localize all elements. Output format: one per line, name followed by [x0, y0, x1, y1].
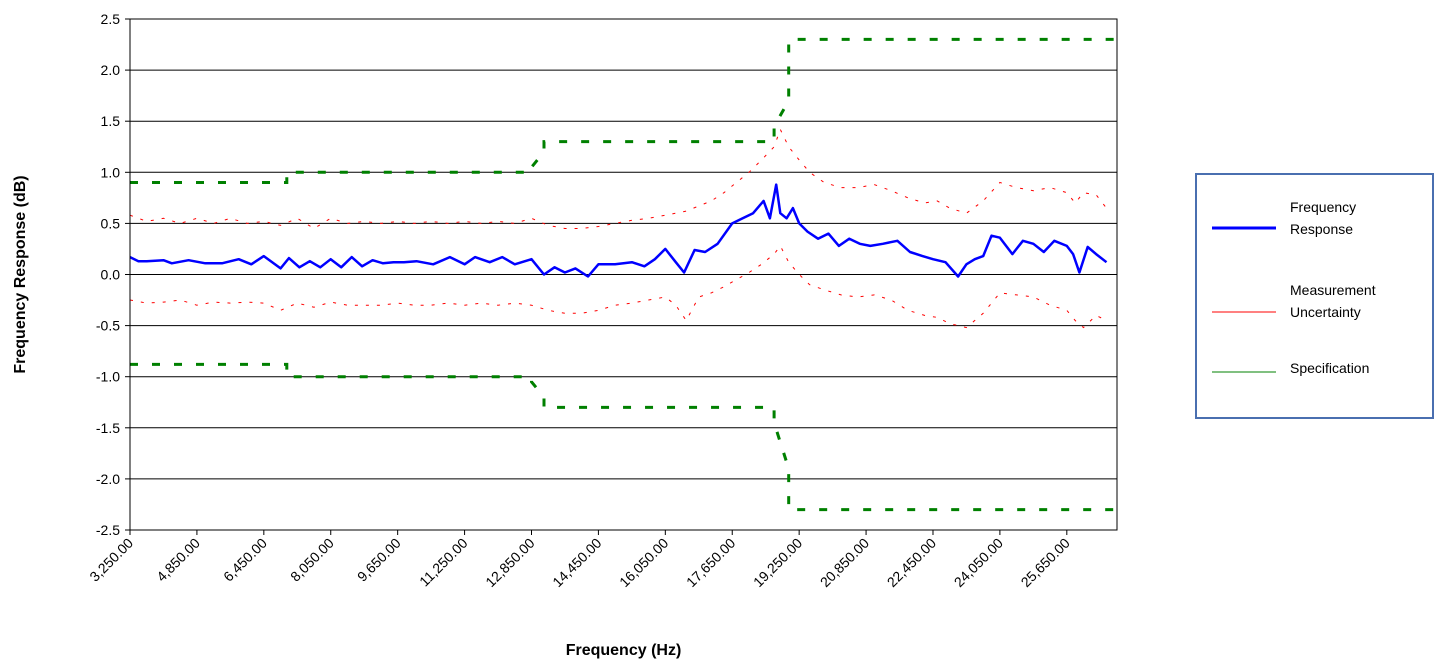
y-tick-label: 2.5 [101, 11, 121, 27]
x-tick-label: 25,650.00 [1018, 535, 1074, 591]
x-tick-label: 14,450.00 [549, 535, 605, 591]
y-tick-label: -2.5 [96, 522, 120, 538]
y-tick-label: -2.0 [96, 471, 120, 487]
x-axis-title: Frequency (Hz) [566, 642, 682, 659]
y-tick-label: 0.0 [101, 267, 121, 283]
x-tick-label: 8,050.00 [287, 535, 337, 585]
series-layer [129, 37, 1117, 512]
legend-label-measurement-uncertainty: Measurement [1290, 282, 1376, 298]
x-axis-ticks: 3,250.00 4,850.00 6,450.00 8,050.00 9,650.00… [86, 530, 1073, 590]
y-tick-label: 1.5 [101, 113, 121, 129]
x-tick-label: 20,850.00 [817, 535, 873, 591]
grid-lines [130, 18, 1117, 531]
plot-frame [129, 18, 1118, 531]
legend: Frequency Response Measurement Uncertain… [1195, 173, 1434, 419]
y-axis-title: Frequency Response (dB) [12, 175, 29, 373]
y-tick-label: 0.5 [101, 215, 121, 231]
x-tick-label: 9,650.00 [354, 535, 404, 585]
frequency-response-line [129, 183, 1108, 278]
x-tick-label: 17,650.00 [683, 535, 739, 591]
x-tick-label: 19,250.00 [750, 535, 806, 591]
x-tick-label: 16,050.00 [616, 535, 672, 591]
x-tick-label: 4,850.00 [153, 535, 203, 585]
x-tick-label: 24,050.00 [951, 535, 1007, 591]
x-tick-label: 6,450.00 [220, 535, 270, 585]
y-axis-ticks: 2.5 2.0 1.5 1.0 0.5 0.0 -0.5 -1.0 -1.5 -2.0 -2.5 [96, 11, 130, 538]
legend-label-frequency-response: Frequency [1290, 199, 1356, 215]
y-tick-label: -0.5 [96, 318, 120, 334]
x-tick-label: 11,250.00 [416, 535, 471, 590]
legend-box [1195, 173, 1434, 419]
y-tick-label: 2.0 [101, 62, 121, 78]
x-tick-label: 3,250.00 [86, 535, 136, 585]
y-tick-label: -1.5 [96, 420, 120, 436]
x-tick-label: 22,450.00 [884, 535, 940, 591]
legend-label-frequency-response-line2: Response [1290, 221, 1353, 237]
x-tick-label: 12,850.00 [482, 535, 538, 591]
specification-upper-line [130, 37, 1117, 184]
legend-label-measurement-uncertainty-line2: Uncertainty [1290, 304, 1361, 320]
uncertainty-upper-line [129, 128, 1107, 230]
y-tick-label: -1.0 [96, 369, 120, 385]
uncertainty-lower-line [129, 244, 1107, 329]
y-tick-label: 1.0 [101, 164, 121, 180]
legend-label-specification: Specification [1290, 360, 1369, 376]
specification-lower-line [130, 362, 1117, 512]
